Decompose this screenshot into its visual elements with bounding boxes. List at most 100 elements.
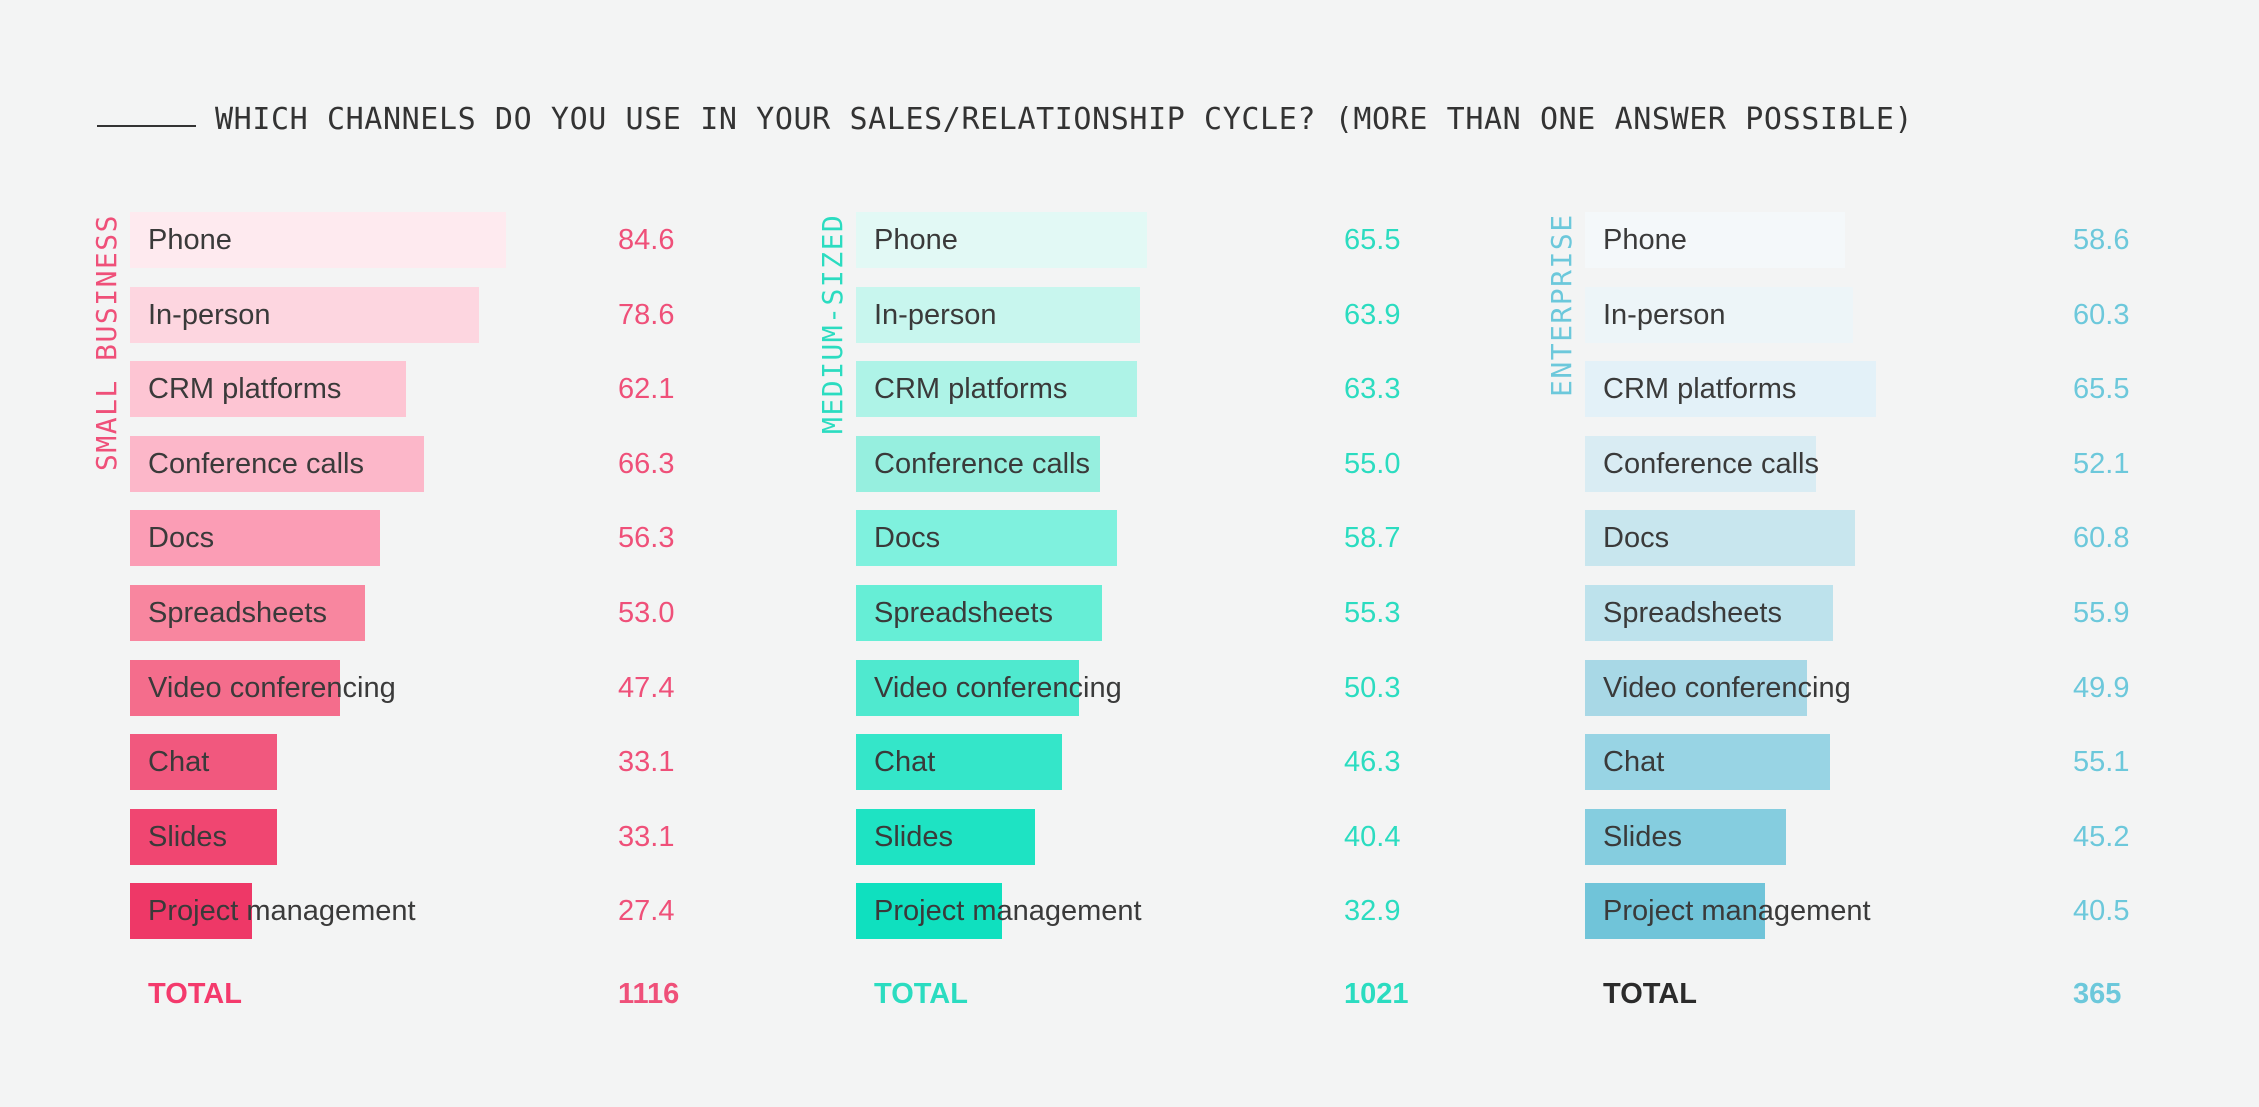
category-label: Conference calls <box>874 447 1090 480</box>
bar-row: In-person 78.6 <box>100 286 760 343</box>
category-label: Project management <box>874 895 1142 928</box>
bar-row: Project management 32.9 <box>826 883 1486 940</box>
bar-row: CRM platforms 63.3 <box>826 361 1486 418</box>
category-label: Phone <box>148 224 232 256</box>
bar-row: Video conferencing 47.4 <box>100 659 760 716</box>
total-value: 365 <box>2073 978 2122 1010</box>
value-label: 84.6 <box>618 224 675 256</box>
category-label: Conference calls <box>148 447 364 480</box>
value-label: 63.3 <box>1344 373 1401 406</box>
bar <box>856 435 1101 492</box>
bar <box>1585 361 1876 418</box>
bar-row: Docs 56.3 <box>100 510 760 567</box>
bar <box>130 734 277 791</box>
total-label: TOTAL <box>1603 978 1697 1010</box>
value-label: 58.7 <box>1344 522 1401 555</box>
bar <box>130 212 506 268</box>
category-label: Video conferencing <box>148 671 396 704</box>
category-label: Spreadsheets <box>148 597 327 629</box>
value-label: 65.5 <box>2073 373 2130 406</box>
total-label: TOTAL <box>148 978 242 1010</box>
bar <box>856 510 1117 567</box>
bar <box>856 286 1140 343</box>
category-label: In-person <box>1603 298 1726 331</box>
bar <box>130 286 479 343</box>
category-label: Slides <box>1603 820 1682 853</box>
bar-row: Docs 58.7 <box>826 510 1486 567</box>
bar <box>1585 435 1817 492</box>
bar-row: Conference calls 55.0 <box>826 435 1486 492</box>
chart-panel-enterprise: ENTERPRISE Phone 58.6 In-person 60.3 CRM plat… <box>1545 0 2255 1107</box>
bar <box>1585 585 1834 641</box>
bar <box>1585 659 1807 716</box>
total-value: 1116 <box>618 978 680 1010</box>
value-label: 32.9 <box>1344 895 1401 928</box>
value-label: 78.6 <box>618 298 675 331</box>
category-label: Chat <box>1603 746 1665 779</box>
value-label: 56.3 <box>618 522 675 555</box>
bar-row: Phone 65.5 <box>826 212 1486 268</box>
category-label: Chat <box>874 746 936 779</box>
bar-row: Chat 55.1 <box>1555 734 2215 791</box>
category-label: Phone <box>874 224 958 256</box>
value-label: 65.5 <box>1344 224 1401 256</box>
bar-row: Phone 84.6 <box>100 212 760 268</box>
category-label: Phone <box>1603 224 1687 256</box>
bar <box>1585 286 1853 343</box>
category-label: Video conferencing <box>874 671 1122 704</box>
bar-row: Slides 40.4 <box>826 808 1486 865</box>
bar-row: Slides 45.2 <box>1555 808 2215 865</box>
bar <box>130 435 425 492</box>
category-label: CRM platforms <box>148 373 342 406</box>
category-label: CRM platforms <box>1603 373 1797 406</box>
bar <box>1585 883 1765 940</box>
bar <box>856 734 1062 791</box>
value-label: 47.4 <box>618 671 675 704</box>
value-label: 55.3 <box>1344 597 1401 629</box>
value-label: 60.8 <box>2073 522 2130 555</box>
category-label: Conference calls <box>1603 447 1819 480</box>
bar <box>1585 734 1830 791</box>
title-rule <box>97 125 196 127</box>
category-label: Project management <box>1603 895 1871 928</box>
bar-row: Project management 40.5 <box>1555 883 2215 940</box>
category-label: In-person <box>874 298 997 331</box>
bar <box>130 659 341 716</box>
bar <box>856 585 1102 641</box>
bar <box>1585 808 1786 865</box>
bar-row: In-person 60.3 <box>1555 286 2215 343</box>
category-label: In-person <box>148 298 271 331</box>
bar <box>1585 510 1855 567</box>
value-label: 52.1 <box>2073 447 2130 480</box>
category-label: Slides <box>874 820 953 853</box>
category-label: Project management <box>148 895 416 928</box>
value-label: 55.0 <box>1344 447 1401 480</box>
value-label: 46.3 <box>1344 746 1401 779</box>
chart-panel-small-business: SMALL BUSINESS Phone 84.6 In-person 78.6 CRM … <box>90 0 800 1107</box>
value-label: 66.3 <box>618 447 675 480</box>
bar <box>856 808 1036 865</box>
bar <box>856 361 1138 418</box>
bar <box>130 510 380 567</box>
bar-row: CRM platforms 65.5 <box>1555 361 2215 418</box>
bar <box>856 883 1003 940</box>
bar <box>856 659 1080 716</box>
bar-row: Docs 60.8 <box>1555 510 2215 567</box>
category-label: Video conferencing <box>1603 671 1851 704</box>
bar-row: Spreadsheets 53.0 <box>100 585 760 641</box>
bar-row: Project management 27.4 <box>100 883 760 940</box>
value-label: 53.0 <box>618 597 675 629</box>
bar-row: Conference calls 66.3 <box>100 435 760 492</box>
chart-panel-medium-sized: MEDIUM-SIZED Phone 65.5 In-person 63.9 CRM pl… <box>816 0 1526 1107</box>
value-label: 45.2 <box>2073 820 2130 853</box>
value-label: 33.1 <box>618 820 675 853</box>
bar <box>130 883 252 940</box>
category-label: Slides <box>148 820 227 853</box>
category-label: Chat <box>148 746 210 779</box>
value-label: 62.1 <box>618 373 675 406</box>
value-label: 40.4 <box>1344 820 1401 853</box>
bar <box>130 808 277 865</box>
bar-row: Phone 58.6 <box>1555 212 2215 268</box>
bar-row: Chat 33.1 <box>100 734 760 791</box>
page-title: WHICH CHANNELS DO YOU USE IN YOUR SALES/… <box>215 102 1914 137</box>
